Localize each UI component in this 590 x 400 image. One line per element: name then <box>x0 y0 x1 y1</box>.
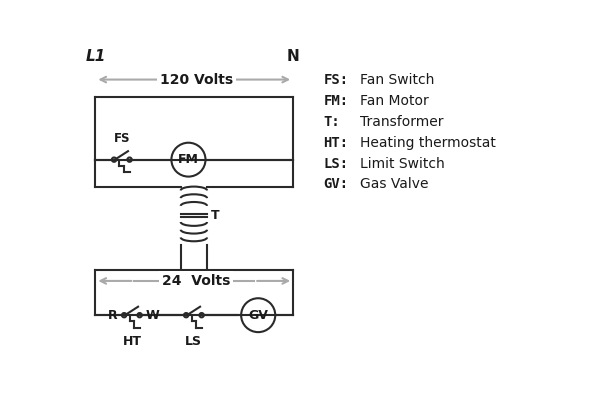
Text: FS:: FS: <box>323 73 349 87</box>
Text: HT:: HT: <box>323 136 349 150</box>
Text: 24  Volts: 24 Volts <box>162 274 230 288</box>
Text: W: W <box>146 309 159 322</box>
Text: HT: HT <box>122 335 142 348</box>
Text: R: R <box>109 309 118 322</box>
Text: LS:: LS: <box>323 156 349 170</box>
Text: Gas Valve: Gas Valve <box>360 177 429 191</box>
Text: FM:: FM: <box>323 94 349 108</box>
Text: Fan Switch: Fan Switch <box>360 73 435 87</box>
Text: Transformer: Transformer <box>360 115 444 129</box>
Text: Limit Switch: Limit Switch <box>360 156 445 170</box>
Text: GV:: GV: <box>323 177 349 191</box>
Text: FM: FM <box>178 153 199 166</box>
Text: LS: LS <box>185 335 202 348</box>
Text: T:: T: <box>323 115 340 129</box>
Text: L1: L1 <box>86 49 106 64</box>
Text: Heating thermostat: Heating thermostat <box>360 136 496 150</box>
Text: N: N <box>287 49 300 64</box>
Text: GV: GV <box>248 309 268 322</box>
Text: 120 Volts: 120 Volts <box>160 72 233 86</box>
Text: FS: FS <box>113 132 130 145</box>
Text: Fan Motor: Fan Motor <box>360 94 430 108</box>
Text: T: T <box>211 209 219 222</box>
